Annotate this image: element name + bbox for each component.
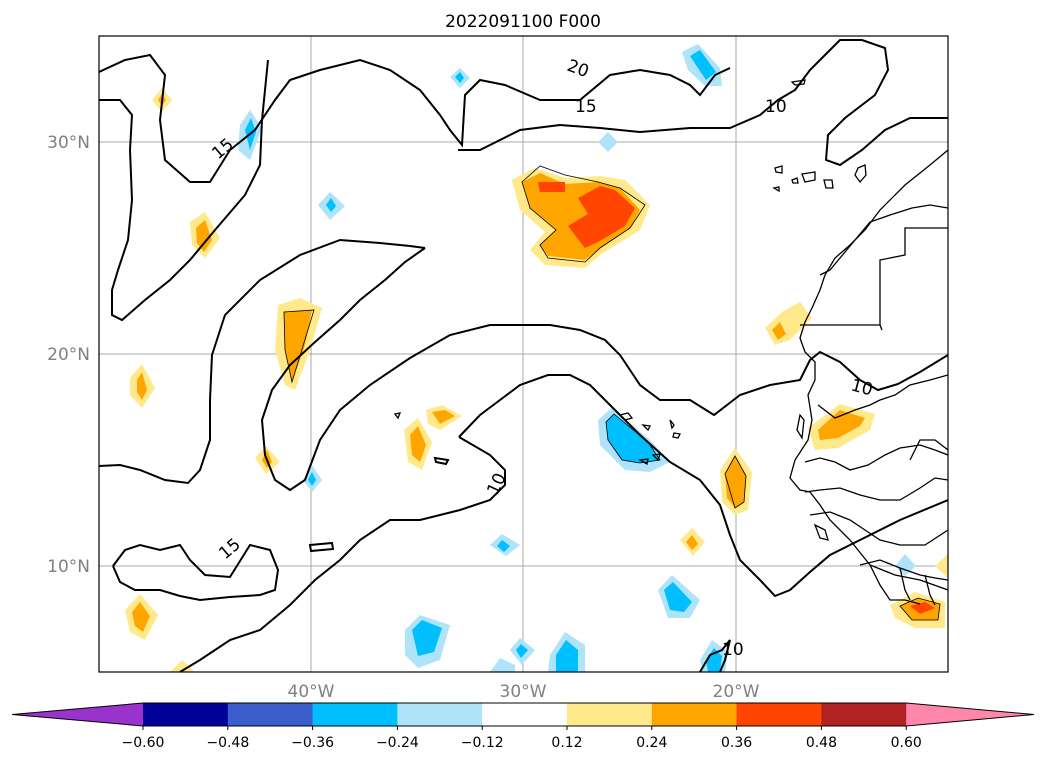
colorbar-segment — [821, 703, 907, 726]
colorbar-segment — [312, 703, 398, 726]
colorbar-segment — [227, 703, 314, 726]
colorbar-extend-high — [906, 703, 1034, 726]
colorbar-tick-label: 0.12 — [551, 735, 582, 751]
map-frame — [98, 35, 949, 673]
lon-label-20w: 20°W — [713, 682, 760, 702]
colorbar-tick-label: −0.12 — [461, 735, 504, 751]
map-area: 20 15 10 15 10 10 15 10 — [99, 36, 948, 672]
lat-label-30n: 30°N — [47, 133, 90, 153]
colorbar-tick-label: −0.24 — [376, 735, 419, 751]
colorbar-segment — [397, 703, 483, 726]
shade-outlines — [283, 165, 941, 621]
colorbar-tick-label: −0.36 — [291, 735, 334, 751]
colorbar-tick-label: 0.36 — [721, 735, 752, 751]
colorbar-segment — [567, 703, 653, 726]
lon-label-30w: 30°W — [500, 682, 547, 702]
colorbar-tick-label: 0.60 — [891, 735, 922, 751]
lat-label-10n: 10°N — [47, 557, 90, 577]
colorbar-tick-label: −0.48 — [206, 735, 249, 751]
colorbar-segment — [651, 703, 738, 726]
colorbar-tick-label: 0.24 — [636, 735, 667, 751]
colorbar: −0.60 −0.48 −0.36 −0.24 −0.12 0.12 0.24 0.36 0.4… — [11, 702, 1035, 751]
colorbar-segment — [736, 703, 822, 726]
colorbar-segment — [143, 703, 229, 726]
contour-lines — [99, 39, 948, 672]
colorbar-tick-label: −0.60 — [122, 735, 165, 751]
contour-label-10-south: 10 — [722, 640, 744, 660]
contour-label-10-northeast: 10 — [765, 97, 787, 117]
coastlines — [393, 79, 948, 606]
colorbar-tick-label: 0.48 — [806, 735, 837, 751]
colorbar-extend-low — [12, 703, 143, 726]
lat-label-20n: 20°N — [47, 345, 90, 365]
map-title: 2022091100 F000 — [445, 12, 601, 32]
contour-label-15-north: 15 — [575, 97, 597, 117]
lon-label-40w: 40°W — [288, 682, 335, 702]
colorbar-segment — [482, 703, 568, 726]
